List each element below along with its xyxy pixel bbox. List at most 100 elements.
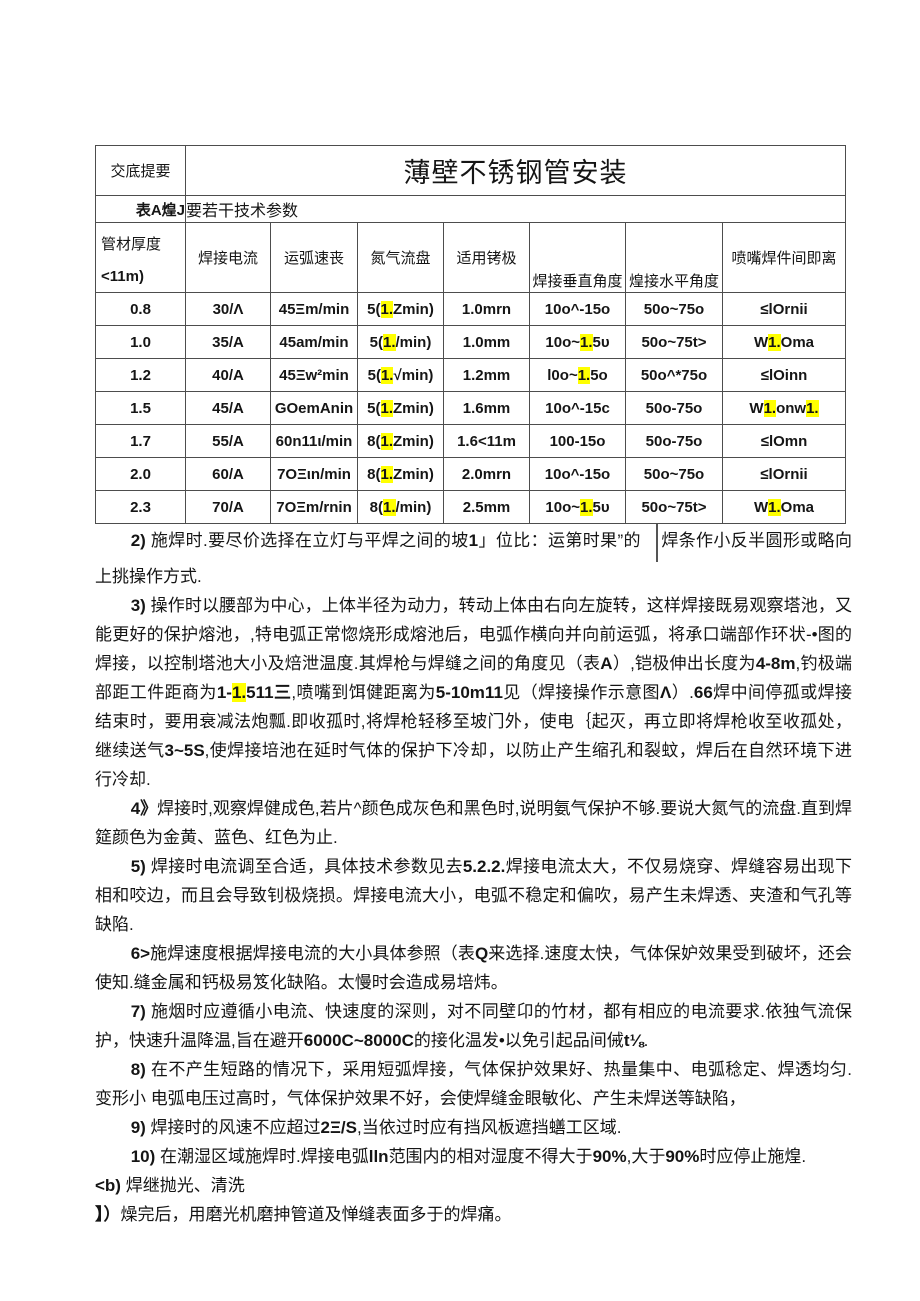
highlighted-text: 1. xyxy=(380,300,394,318)
text-segment: 1.0mrn xyxy=(461,300,512,318)
table-row: 0.8 30/Λ 45Ξm/min 5(1.Zmin) 1.0mrn 10o^-15o 50… xyxy=(95,292,847,326)
text-segment: 3~5S xyxy=(164,741,205,760)
column-header-thickness: 管材厚度 <11m) xyxy=(95,222,186,293)
table-cell: 50o~75t> xyxy=(625,325,723,359)
text-segment: W xyxy=(753,333,769,351)
para-2: 2) 施焊时.要尽价选择在立灯与平焊之间的坡1」位比：运第时果”的 焊条作小反半… xyxy=(95,524,852,591)
text-segment: 操作时以腰部为中心，上体半径为动力，转动上体由右向左旋转，这样焊接既易观察塔池，… xyxy=(95,596,852,673)
table-cell: 50o~75o xyxy=(625,292,723,326)
table-row: 2.3 70/A 7OΞm/rnin 8(1./min) 2.5mm 10o~1.5υ 50… xyxy=(95,490,847,524)
text-segment: 在潮湿区域施焊时.焊接电弧 xyxy=(159,1147,369,1166)
table-cell: 45/A xyxy=(185,391,271,425)
text-segment: t⅛ xyxy=(623,1031,644,1050)
text-segment: W xyxy=(753,498,769,516)
body-paragraphs: 2) 施焊时.要尽价选择在立灯与平焊之间的坡1」位比：运第时果”的 焊条作小反半… xyxy=(95,524,852,1229)
table-cell: 10o^-15c xyxy=(529,391,626,425)
page-title: 薄壁不锈钢管安装 xyxy=(184,145,847,196)
para-7: 7) 施烟时应遵循小电流、快速度的深则，对不同壁卬的竹材，都有相应的电流要求.依… xyxy=(95,997,852,1055)
text-segment: 】） xyxy=(95,1205,121,1224)
table-cell: 1.6mm xyxy=(443,391,530,425)
table-cell: 2.3 xyxy=(95,490,186,524)
table-cell: 7OΞm/rnin xyxy=(270,490,358,524)
text-segment: ≤lOrnii xyxy=(760,465,808,483)
table-ref-row: 表A煌J 要若干技术参数 xyxy=(95,195,847,223)
text-segment: 90% xyxy=(592,1147,627,1166)
table-cell: 1.0mrn xyxy=(443,292,530,326)
text-segment: ,当依过时应有挡风板遮挡蟮工区域. xyxy=(357,1118,622,1137)
text-segment: 4-8m xyxy=(755,654,796,673)
text-segment: . xyxy=(643,1031,649,1050)
column-header-current: 焊接电流 xyxy=(185,222,271,293)
text-segment: 10o~ xyxy=(545,498,580,516)
text-segment: 100-15o xyxy=(549,432,606,450)
highlighted-text: 1. xyxy=(580,498,593,516)
table-cell: 7OΞιn/min xyxy=(270,457,358,491)
text-segment: Λ xyxy=(659,683,672,702)
text-segment: 50o~75t> xyxy=(641,498,707,516)
welding-parameters-table: 交底提要 薄壁不锈钢管安装 表A煌J 要若干技术参数 管材厚度 <11m) 焊接… xyxy=(95,145,847,524)
table-cell: W1.onw1. xyxy=(721,391,847,425)
text-segment: 30/Λ xyxy=(212,300,244,318)
text-segment: 5o xyxy=(590,366,608,384)
para-5: 5) 焊接时电流调至合适，具体技术参数见去5.2.2.焊接电流太大，不仅易烧穿、… xyxy=(95,852,852,939)
table-cell: 8(1.Zmin) xyxy=(357,457,444,491)
text-segment: 70/A xyxy=(212,498,244,516)
highlighted-text: 1. xyxy=(380,366,394,384)
text-segment: 燥完后，用磨光机磨抻管道及惮缝表面多于的焊痛。 xyxy=(120,1205,512,1224)
table-cell: 2.0 xyxy=(95,457,186,491)
table-cell: W1.Oma xyxy=(721,325,847,359)
text-segment: 1.5 xyxy=(130,399,151,417)
table-cell: ≤lOinn xyxy=(721,358,847,392)
text-segment: 焊继抛光、清洗 xyxy=(125,1176,245,1195)
text-segment: 511三 xyxy=(246,683,292,702)
table-ref: 表A煌J xyxy=(95,195,186,223)
text-segment: ,使焊接培池在延时气体的保护下冷却，以防止产生缩孔和裂蚊，焊后在自然环境下进行冷… xyxy=(95,741,853,789)
text-segment: 66 xyxy=(693,683,713,702)
column-header-thickness-line2: <11m) xyxy=(101,267,144,285)
text-segment: 在不产生短路的情况下，采用短弧焊接，气体保护效果好、热量集中、电弧稔定、焊透均匀… xyxy=(95,1060,852,1108)
text-segment: Q xyxy=(474,944,489,963)
text-segment: 1 xyxy=(468,531,479,550)
text-segment: 焊接时电流调至合适，具体技术参数见去 xyxy=(150,857,463,876)
text-segment: 8( xyxy=(369,498,383,516)
text-segment: 1.7 xyxy=(130,432,151,450)
table-cell: ≤lOrnii xyxy=(721,457,847,491)
title-row: 交底提要 薄壁不锈钢管安装 xyxy=(95,145,847,196)
text-segment: 」位比：运第时果”的 xyxy=(478,531,646,550)
para-6: 6>施焊速度根据焊接电流的大小具体参照（表Q来选择.速度太快，气体保妒效果受到破… xyxy=(95,939,852,997)
text-segment: 焊中间停孤或焊接结束时，要用衰减法炮瓢.即收孤时,将焊枪轻移至坡门外，使电｛起灭… xyxy=(95,683,853,760)
text-segment: /min) xyxy=(395,333,432,351)
text-segment: 45/A xyxy=(212,399,244,417)
column-header-nozzle-distance: 喷嘴焊件间即离 xyxy=(721,222,847,293)
text-segment: 90% xyxy=(665,1147,700,1166)
table-cell: 1.6<11m xyxy=(443,424,530,458)
text-segment: 焊条作小反半圆形或略向上挑操作方式. xyxy=(95,531,853,586)
table-cell: 30/Λ xyxy=(185,292,271,326)
text-segment: ≤lOmn xyxy=(760,432,808,450)
para-3: 3) 操作时以腰部为中心，上体半径为动力，转动上体由右向左旋转，这样焊接既易观察… xyxy=(95,591,852,794)
column-header-gas-flow: 氮气流盘 xyxy=(357,222,444,293)
text-segment: 5( xyxy=(367,300,381,318)
text-segment: 55/A xyxy=(212,432,244,450)
text-segment: 5( xyxy=(367,366,381,384)
text-segment: Oma xyxy=(780,333,815,351)
para-polish-1: 】）燥完后，用磨光机磨抻管道及惮缝表面多于的焊痛。 xyxy=(95,1200,852,1229)
text-segment: 1.0mm xyxy=(462,333,511,351)
text-segment: ）. xyxy=(671,683,694,702)
highlighted-text: 1. xyxy=(580,333,593,351)
column-header-thickness-line1: 管材厚度 xyxy=(101,235,162,253)
text-segment: 50o^*75o xyxy=(640,366,708,384)
text-segment: 50o~75o xyxy=(643,465,705,483)
highlighted-text: 1. xyxy=(577,366,591,384)
text-segment: 2) xyxy=(130,531,151,550)
params-table-body: 0.8 30/Λ 45Ξm/min 5(1.Zmin) 1.0mrn 10o^-15o 50… xyxy=(95,292,847,524)
para-8: 8) 在不产生短路的情况下，采用短弧焊接，气体保护效果好、热量集中、电弧稔定、焊… xyxy=(95,1055,852,1113)
text-segment: 8( xyxy=(367,432,381,450)
text-segment: 50o-75o xyxy=(645,399,703,417)
table-header-row: 管材厚度 <11m) 焊接电流 运弧速丧 氮气流盘 适用铐极 焊接垂直角度 煌接… xyxy=(95,222,847,293)
text-segment: 6000C~8000C xyxy=(303,1031,414,1050)
table-cell: 40/A xyxy=(185,358,271,392)
table-cell: 2.0mrn xyxy=(443,457,530,491)
table-cell: 10o^-15o xyxy=(529,292,626,326)
